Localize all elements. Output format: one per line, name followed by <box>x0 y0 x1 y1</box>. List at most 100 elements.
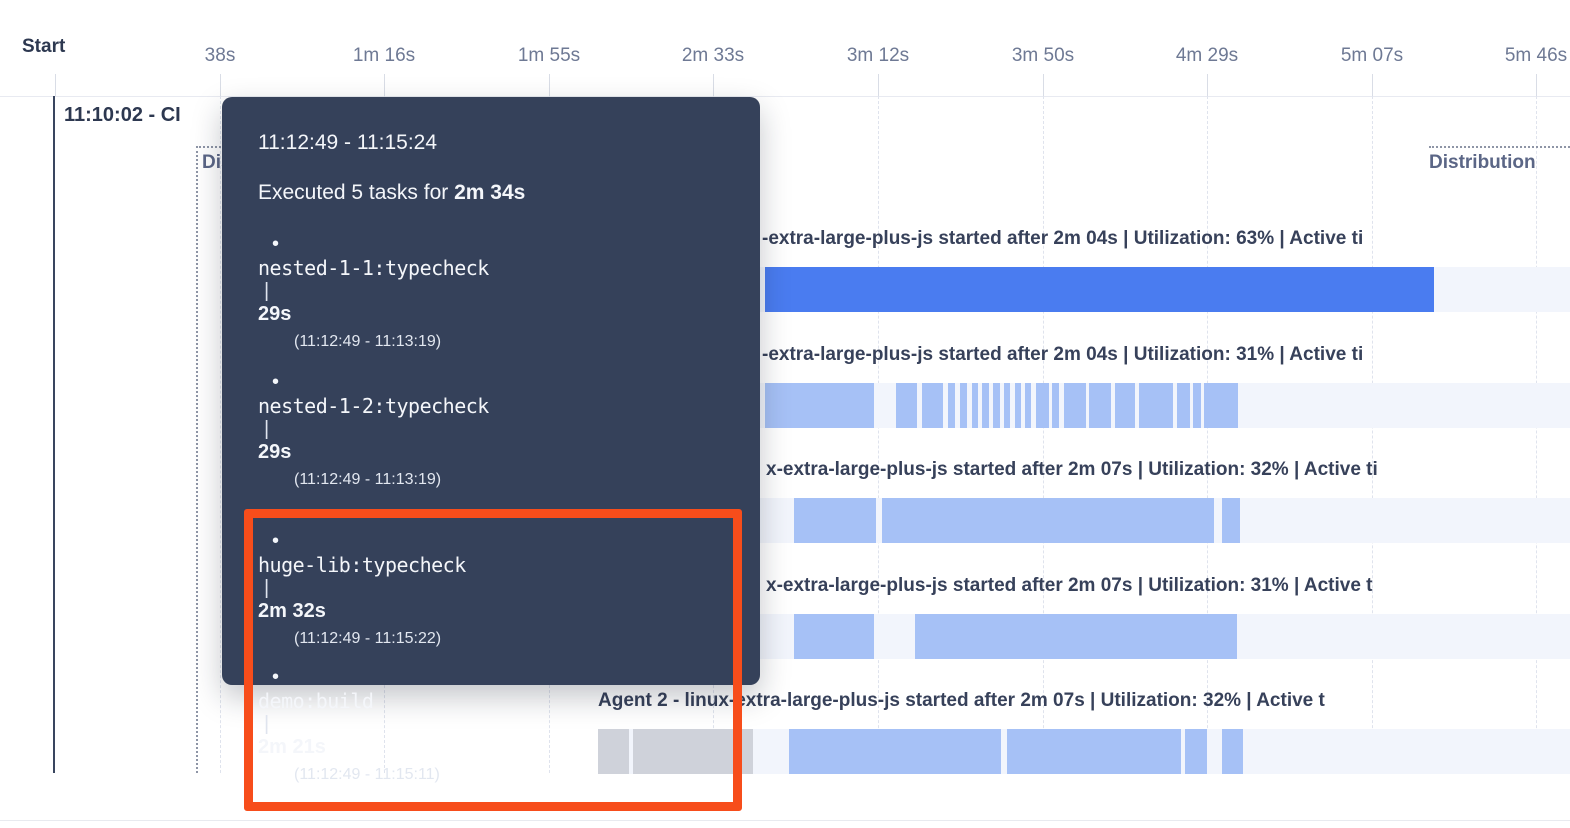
axis-tick-label: 5m 46s <box>1504 45 1568 66</box>
tooltip-task-name: nested-1-1:typecheck <box>258 256 489 280</box>
tooltip-task-duration: 29s <box>258 303 292 325</box>
axis-tick-label: 1m 55s <box>517 45 581 66</box>
gridline <box>1536 96 1537 773</box>
bar-segment-active[interactable] <box>1052 383 1059 428</box>
axis-tick-mark <box>549 74 550 96</box>
bar-segment-active[interactable] <box>1222 729 1243 774</box>
bar-segment-active[interactable] <box>1177 383 1190 428</box>
tooltip-task: • nested-1-2:typecheck | 29s (11:12:49 - 1… <box>258 371 726 489</box>
tooltip-task-line: • demo:build | 2m 21s <box>258 666 728 759</box>
agent-lane <box>598 614 1570 659</box>
bar-segment-active[interactable] <box>765 383 874 428</box>
distribution-box-right <box>1429 146 1570 773</box>
bar-segment-active[interactable] <box>1222 498 1240 543</box>
agent-row-label: x-extra-large-plus-js started after 2m 0… <box>766 575 1373 596</box>
distribution-label-right: Distribution <box>1429 152 1536 173</box>
tooltip-task: •nested-1:typecheck | 1s(11:15:23 - 11:1… <box>258 825 726 828</box>
bar-segment-active[interactable] <box>1015 383 1021 428</box>
tooltip-task-line: •nested-1:typecheck | 1s <box>258 825 726 828</box>
bar-segment-startup[interactable] <box>598 729 629 774</box>
axis-tick-mark <box>1536 74 1537 96</box>
bar-segment-active[interactable] <box>1193 383 1201 428</box>
bar-segment-active[interactable] <box>794 498 876 543</box>
bullet-icon: • <box>272 233 280 255</box>
tooltip-task-separator: | <box>264 280 270 302</box>
bar-segment-active[interactable] <box>1036 383 1049 428</box>
axis-tick-mark <box>878 74 879 96</box>
bar-segment-active[interactable] <box>948 383 955 428</box>
run-box-left-border <box>53 96 55 773</box>
gridline <box>1043 96 1044 773</box>
tooltip-task-time: (11:12:49 - 11:13:19) <box>294 333 442 350</box>
bullet-icon: • <box>272 825 294 828</box>
axis-tick-label: 3m 12s <box>846 45 910 66</box>
bar-segment-active[interactable] <box>794 614 874 659</box>
bar-segment-active[interactable] <box>960 383 967 428</box>
highlighted-task-group: • huge-lib:typecheck | 2m 32s (11:12:49 - … <box>244 509 742 811</box>
gridline <box>1372 96 1373 773</box>
axis-tick-mark <box>384 74 385 96</box>
agent-row-label: Agent 2 - linux-extra-large-plus-js star… <box>598 690 1325 711</box>
tooltip-summary-duration: 2m 34s <box>454 181 526 204</box>
tooltip-task-separator: | <box>264 577 270 599</box>
tooltip-summary: Executed 5 tasks for 2m 34s <box>258 181 726 205</box>
bar-segment-active[interactable] <box>922 383 943 428</box>
axis-tick-label: 4m 29s <box>1175 45 1239 66</box>
bar-segment-active[interactable] <box>1025 383 1031 428</box>
tooltip-task-duration: 2m 21s <box>258 736 326 758</box>
axis-tick-label: 2m 33s <box>681 45 745 66</box>
axis-tick-mark <box>220 74 221 96</box>
bar-segment-active[interactable] <box>882 498 1214 543</box>
bullet-icon: • <box>272 666 280 688</box>
axis-start-label: Start <box>22 36 66 57</box>
bar-segment-active[interactable] <box>1185 729 1207 774</box>
agent-row-label: x-extra-large-plus-js started after 2m 0… <box>766 459 1378 480</box>
bar-segment-active[interactable] <box>1007 729 1181 774</box>
bar-segment-active[interactable] <box>896 383 917 428</box>
gridline <box>220 96 221 773</box>
bar-segment-active-highlight[interactable] <box>765 267 1434 312</box>
axis-line <box>0 96 1570 97</box>
gridline <box>1207 96 1208 773</box>
bar-segment-active[interactable] <box>1139 383 1173 428</box>
tooltip-task-duration: 2m 32s <box>258 600 326 622</box>
axis-tick-mark <box>1372 74 1373 96</box>
bar-segment-active[interactable] <box>1089 383 1111 428</box>
bar-segment-active[interactable] <box>1115 383 1135 428</box>
gridline <box>878 96 879 773</box>
footer-divider <box>0 820 1570 821</box>
agent-row-label: -extra-large-plus-js started after 2m 04… <box>762 228 1364 249</box>
bullet-icon: • <box>272 371 280 393</box>
bar-segment-active[interactable] <box>789 729 1001 774</box>
tooltip-task-line: • huge-lib:typecheck | 2m 32s <box>258 530 728 623</box>
bar-segment-active[interactable] <box>982 383 989 428</box>
tooltip-summary-prefix: Executed 5 tasks for <box>258 181 455 204</box>
axis-tick-label: 38s <box>204 45 236 66</box>
tooltip-task-line: • nested-1-1:typecheck | 29s <box>258 233 726 326</box>
axis-tick-mark <box>1043 74 1044 96</box>
axis-tick-mark <box>713 74 714 96</box>
task-tooltip: 11:12:49 - 11:15:24 Executed 5 tasks for… <box>222 97 760 828</box>
tooltip-task-duration: 29s <box>258 441 292 463</box>
bar-segment-active[interactable] <box>915 614 1237 659</box>
axis-tick-label: 5m 07s <box>1340 45 1404 66</box>
bar-segment-active[interactable] <box>1204 383 1238 428</box>
tooltip-task: • demo:build | 2m 21s (11:12:49 - 11:15:11… <box>258 666 728 784</box>
tooltip-task-line: • nested-1-2:typecheck | 29s <box>258 371 726 464</box>
bar-segment-active[interactable] <box>1004 383 1010 428</box>
tooltip-task-time: (11:12:49 - 11:13:19) <box>294 471 442 488</box>
tooltip-task-separator: | <box>264 713 270 735</box>
tooltip-task-name: nested-1-2:typecheck <box>258 394 489 418</box>
tooltip-task-list: • nested-1-1:typecheck | 29s (11:12:49 - 1… <box>244 233 742 828</box>
bar-segment-active[interactable] <box>972 383 978 428</box>
agent-lane <box>598 729 1570 774</box>
tooltip-task-name: huge-lib:typecheck <box>258 553 466 577</box>
bar-segment-active[interactable] <box>993 383 1000 428</box>
tooltip-task: • nested-1-1:typecheck | 29s (11:12:49 - 1… <box>258 233 726 351</box>
tooltip-task: • huge-lib:typecheck | 2m 32s (11:12:49 - … <box>258 530 728 648</box>
tooltip-task-time: (11:12:49 - 11:15:22) <box>294 630 442 647</box>
agent-lane <box>598 498 1570 543</box>
tooltip-task-time: (11:12:49 - 11:15:11) <box>294 766 440 783</box>
bar-segment-active[interactable] <box>1064 383 1086 428</box>
